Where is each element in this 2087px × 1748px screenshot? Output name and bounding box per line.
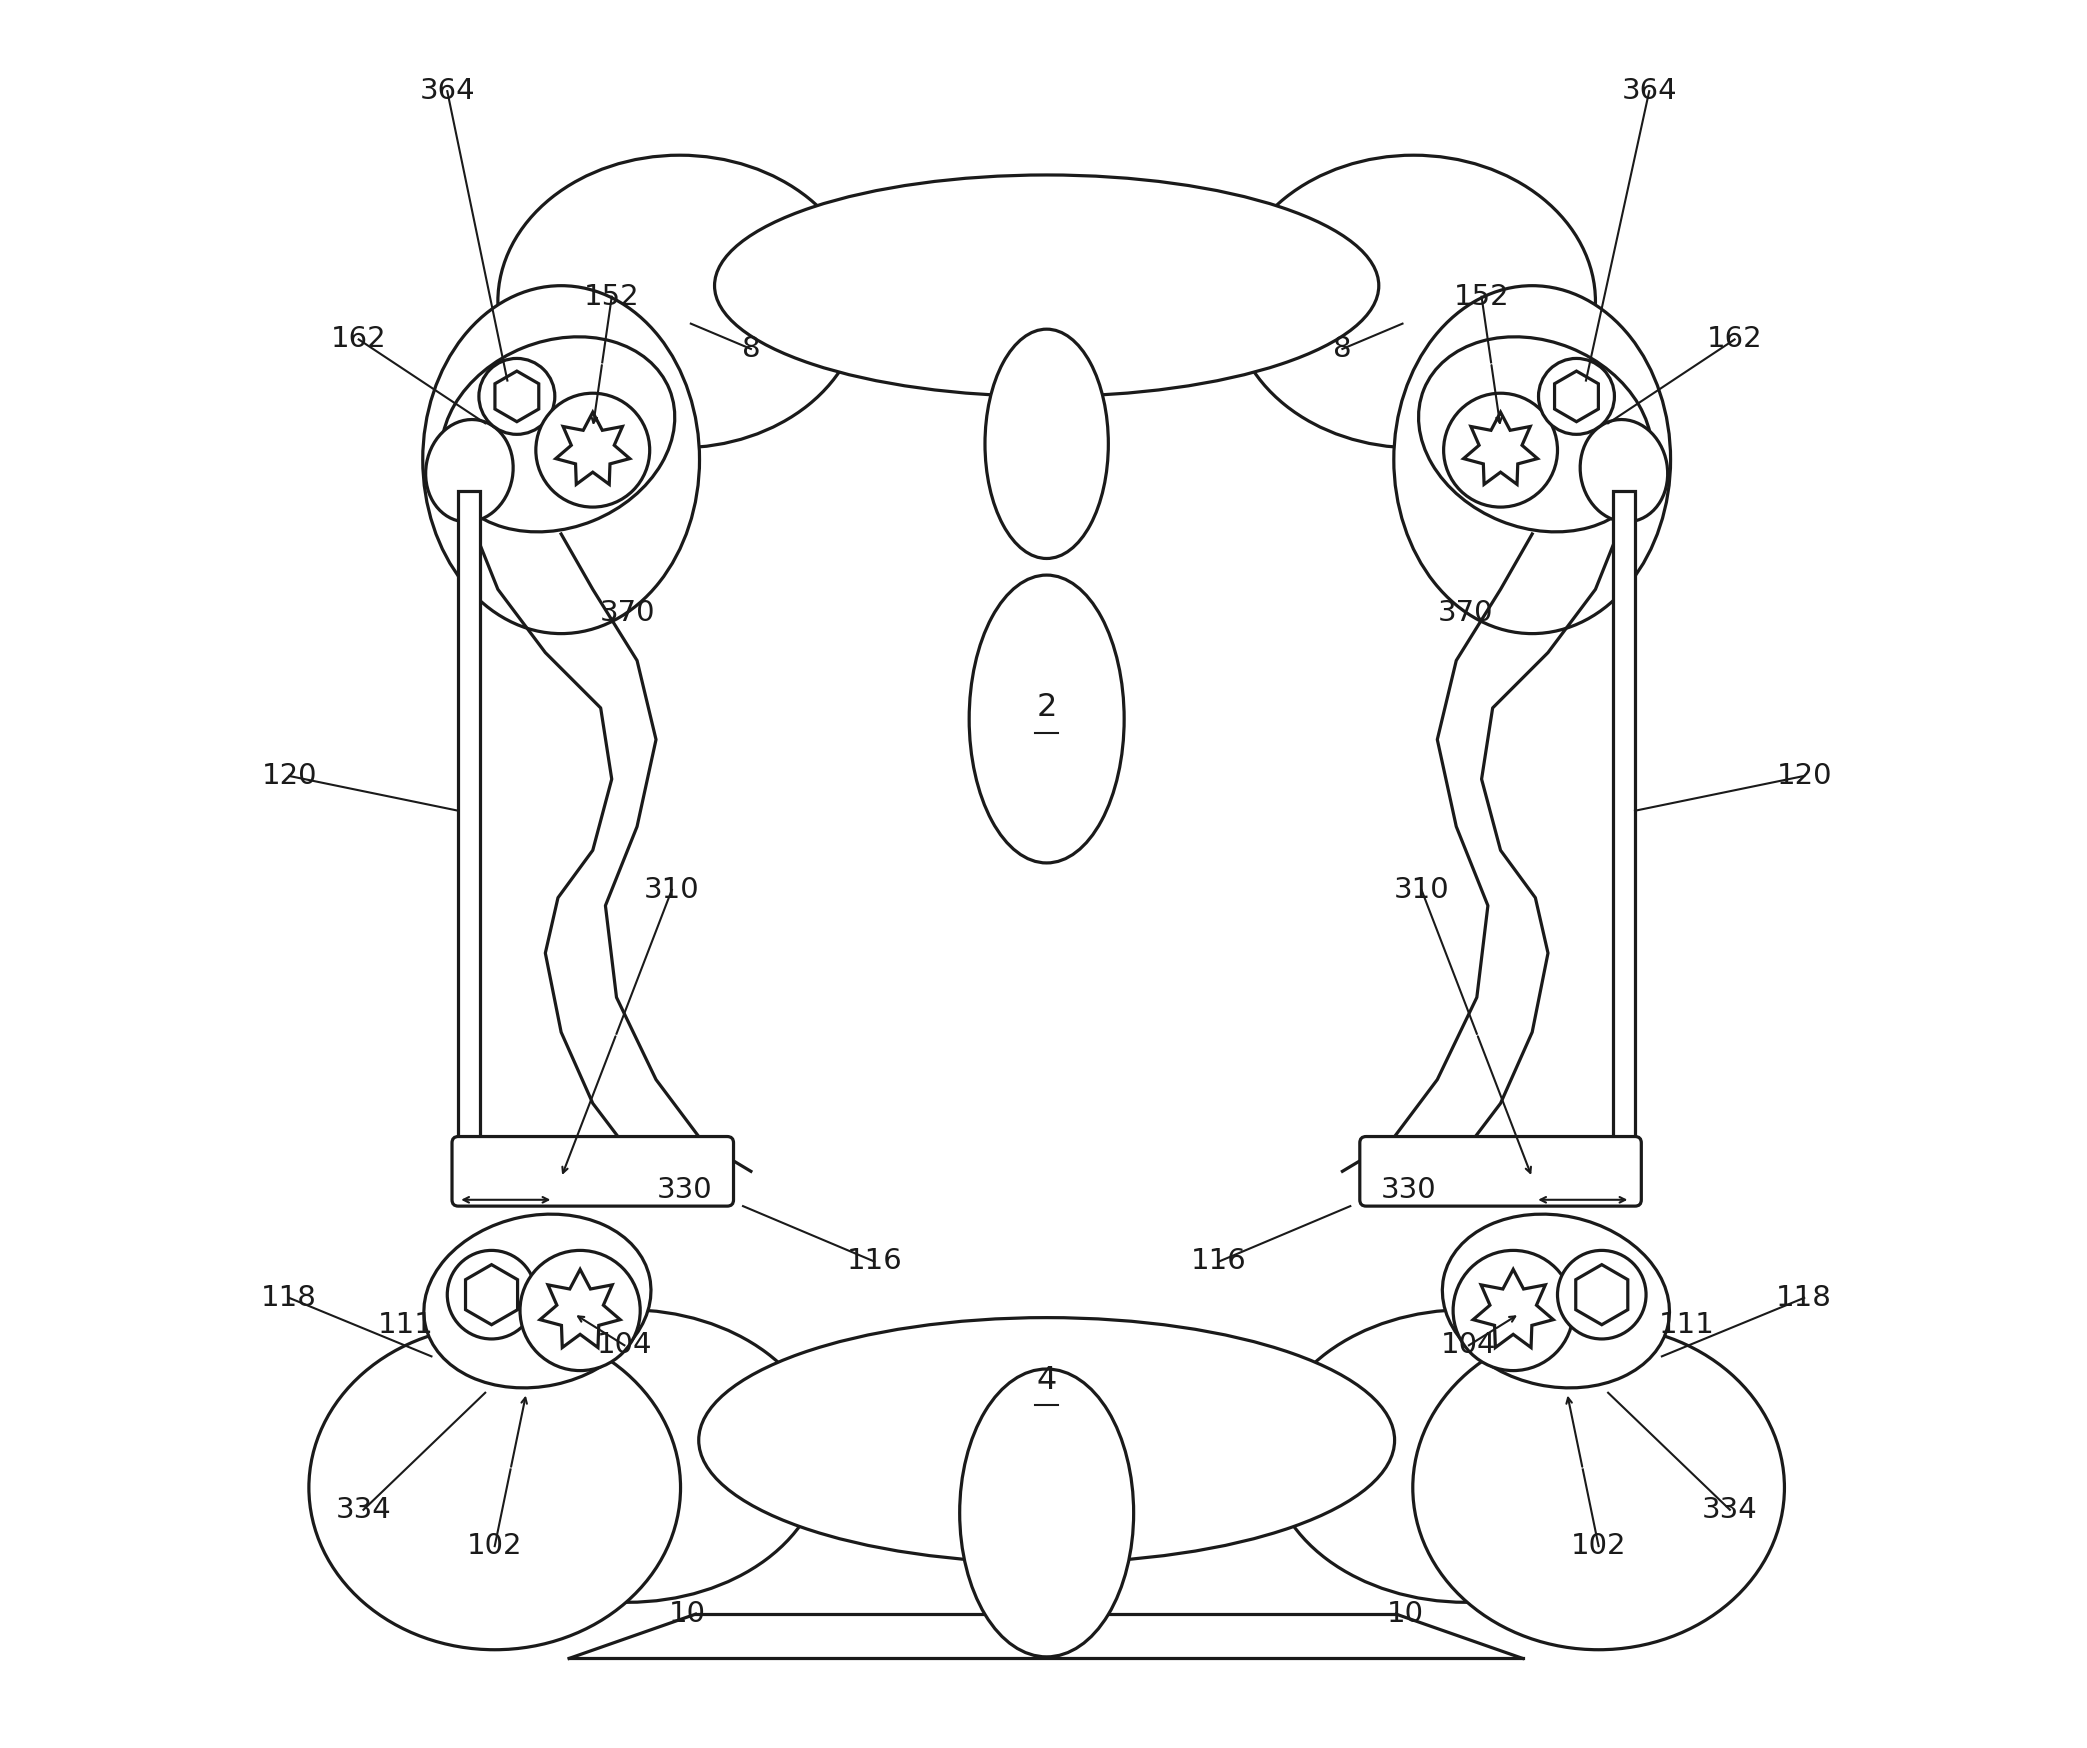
Text: 116: 116 xyxy=(847,1248,902,1276)
Bar xyxy=(1613,491,1634,1187)
Text: 120: 120 xyxy=(261,762,317,790)
Text: 8: 8 xyxy=(1334,336,1352,364)
Text: 116: 116 xyxy=(1192,1248,1246,1276)
Text: 10: 10 xyxy=(670,1599,705,1627)
Text: 330: 330 xyxy=(1382,1176,1436,1204)
Text: 370: 370 xyxy=(599,600,655,628)
Ellipse shape xyxy=(1269,1309,1661,1603)
Ellipse shape xyxy=(424,285,699,633)
Ellipse shape xyxy=(440,337,674,531)
Ellipse shape xyxy=(426,420,513,523)
Text: 8: 8 xyxy=(741,336,760,364)
Ellipse shape xyxy=(1419,337,1653,531)
Ellipse shape xyxy=(499,156,862,447)
Text: 111: 111 xyxy=(378,1311,434,1339)
Text: 118: 118 xyxy=(261,1283,317,1311)
Circle shape xyxy=(520,1250,641,1370)
Text: 102: 102 xyxy=(467,1533,522,1561)
Text: 118: 118 xyxy=(1776,1283,1832,1311)
Text: 364: 364 xyxy=(1622,77,1678,105)
Text: 162: 162 xyxy=(332,325,386,353)
FancyBboxPatch shape xyxy=(1361,1136,1640,1206)
Circle shape xyxy=(1453,1250,1574,1370)
Ellipse shape xyxy=(1442,1215,1670,1388)
Text: 310: 310 xyxy=(645,876,699,904)
Text: 104: 104 xyxy=(597,1332,651,1360)
Text: 104: 104 xyxy=(1442,1332,1496,1360)
Circle shape xyxy=(1444,393,1557,507)
Text: 162: 162 xyxy=(1707,325,1761,353)
Text: 120: 120 xyxy=(1776,762,1832,790)
Ellipse shape xyxy=(699,1318,1394,1563)
Text: 330: 330 xyxy=(657,1176,712,1204)
Text: 334: 334 xyxy=(336,1496,392,1524)
Text: 310: 310 xyxy=(1394,876,1448,904)
Ellipse shape xyxy=(424,1215,651,1388)
Text: 152: 152 xyxy=(1455,283,1509,311)
Ellipse shape xyxy=(985,329,1108,559)
Text: 111: 111 xyxy=(1659,1311,1716,1339)
Ellipse shape xyxy=(975,1388,1119,1650)
Ellipse shape xyxy=(1231,156,1594,447)
FancyBboxPatch shape xyxy=(453,1136,733,1206)
Ellipse shape xyxy=(309,1325,680,1650)
Circle shape xyxy=(536,393,649,507)
Text: 370: 370 xyxy=(1438,600,1494,628)
Ellipse shape xyxy=(968,575,1125,864)
Circle shape xyxy=(1557,1250,1647,1339)
Text: 2: 2 xyxy=(1037,692,1056,724)
Text: 152: 152 xyxy=(584,283,639,311)
Text: 102: 102 xyxy=(1572,1533,1626,1561)
Ellipse shape xyxy=(1580,420,1668,523)
Ellipse shape xyxy=(1394,285,1670,633)
Circle shape xyxy=(1538,358,1615,434)
Ellipse shape xyxy=(432,1309,824,1603)
Ellipse shape xyxy=(960,1369,1133,1657)
Text: 10: 10 xyxy=(1388,1599,1423,1627)
Circle shape xyxy=(447,1250,536,1339)
Circle shape xyxy=(478,358,555,434)
Text: 364: 364 xyxy=(419,77,476,105)
Ellipse shape xyxy=(714,175,1380,397)
Text: 4: 4 xyxy=(1037,1365,1056,1395)
Ellipse shape xyxy=(1413,1325,1784,1650)
Text: 334: 334 xyxy=(1703,1496,1757,1524)
Bar xyxy=(459,491,480,1187)
